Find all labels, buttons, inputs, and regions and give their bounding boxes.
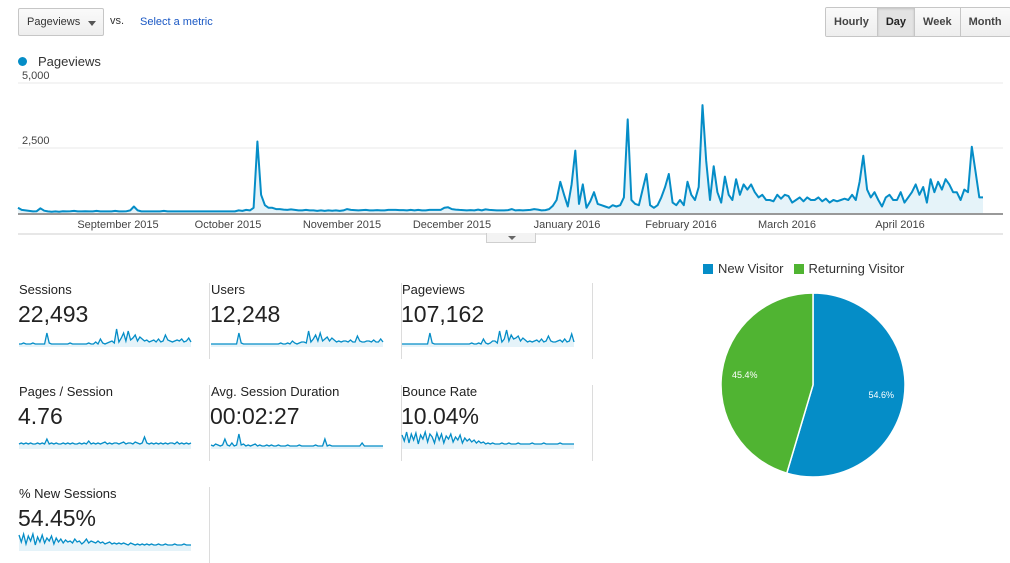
y-tick-label: 5,000	[22, 70, 50, 82]
tile-value: 10.04%	[401, 403, 480, 429]
sparkline-line	[402, 329, 575, 345]
metric-select-value: Pageviews	[27, 16, 81, 28]
x-tick-label: September 2015	[77, 219, 158, 231]
tile-label: Bounce Rate	[402, 384, 478, 399]
visitor-type-pie-chart: 54.6% 45.4%	[720, 292, 906, 478]
pie-legend: New Visitor Returning Visitor	[703, 261, 914, 276]
sparkline-line	[210, 433, 383, 447]
pageviews-line-chart: 5,000 2,500 September 2015 October 2015 Nove…	[17, 70, 1003, 235]
series-area	[18, 105, 983, 213]
metric-tile-sessions[interactable]: Sessions 22,493	[18, 281, 210, 381]
x-tick-label: March 2016	[758, 219, 816, 231]
sparkline	[211, 330, 384, 347]
tile-label: % New Sessions	[19, 486, 117, 501]
week-button[interactable]: Week	[914, 8, 960, 36]
legend-label: New Visitor	[718, 261, 784, 276]
sparkline-area	[402, 432, 574, 449]
sparkline-area	[211, 434, 383, 449]
metric-tile-pages-per-session[interactable]: Pages / Session 4.76	[18, 383, 210, 483]
pie-slice-returning-visitor[interactable]	[720, 292, 814, 475]
sparkline	[19, 328, 192, 347]
tile-value: 12,248	[210, 301, 281, 327]
tile-divider	[209, 385, 210, 461]
sparkline-area	[402, 330, 574, 347]
legend-label: Returning Visitor	[808, 261, 905, 276]
series-line-pageviews	[17, 104, 983, 213]
metric-tile-users[interactable]: Users 12,248	[210, 281, 402, 381]
tile-value: 107,162	[401, 301, 485, 327]
sparkline-line	[401, 429, 574, 446]
legend-swatch	[793, 263, 804, 274]
sparkline	[210, 433, 383, 449]
tile-divider	[592, 385, 593, 461]
select-metric-link[interactable]: Select a metric	[140, 16, 213, 28]
sparkline-line	[18, 435, 192, 445]
y-tick-label: 2,500	[22, 135, 50, 147]
expand-chart-handle[interactable]	[486, 233, 536, 243]
sparkline	[402, 329, 575, 347]
tile-value: 22,493	[18, 301, 89, 327]
hourly-button[interactable]: Hourly	[826, 8, 877, 36]
chart-toolbar: Pageviews vs. Select a metric Hourly Day…	[0, 0, 1010, 45]
chart-legend: Pageviews	[18, 54, 101, 69]
legend-item-new-visitor[interactable]: New Visitor	[703, 261, 784, 276]
legend-marker	[18, 57, 27, 66]
sparkline-area	[19, 437, 191, 449]
tile-divider	[209, 283, 210, 359]
x-tick-label: October 2015	[195, 219, 262, 231]
sparkline-area	[19, 534, 191, 551]
sparkline-line	[211, 330, 384, 345]
metric-tile-pageviews[interactable]: Pageviews 107,162	[401, 281, 593, 381]
tile-label: Pages / Session	[19, 384, 113, 399]
chevron-down-icon	[508, 236, 516, 240]
month-button[interactable]: Month	[959, 8, 1010, 36]
metric-tile-avg-session-duration[interactable]: Avg. Session Duration 00:02:27	[210, 383, 402, 483]
legend-swatch	[703, 263, 713, 274]
tile-label: Avg. Session Duration	[211, 384, 340, 399]
vs-label: vs.	[110, 15, 125, 27]
sparkline-line	[18, 531, 191, 547]
metric-tile-bounce-rate[interactable]: Bounce Rate 10.04%	[401, 383, 593, 483]
x-tick-label: January 2016	[534, 219, 601, 231]
pie-slice-new-visitor[interactable]	[785, 292, 906, 478]
tile-divider	[209, 487, 210, 563]
sparkline-area	[211, 331, 383, 347]
tile-label: Users	[211, 282, 245, 297]
x-tick-label: April 2016	[875, 219, 925, 231]
legend-item-returning-visitor[interactable]: Returning Visitor	[793, 261, 905, 276]
sparkline-area	[19, 329, 191, 347]
sparkline	[401, 429, 574, 449]
tile-value: 00:02:27	[210, 403, 300, 429]
period-toggle-group: Hourly Day Week Month	[825, 7, 1010, 37]
x-tick-label: November 2015	[303, 219, 381, 231]
day-button[interactable]: Day	[876, 8, 915, 36]
metric-select[interactable]: Pageviews	[18, 8, 104, 36]
x-tick-label: December 2015	[413, 219, 491, 231]
tile-value: 4.76	[18, 403, 63, 429]
tile-value: 54.45%	[18, 505, 97, 531]
chevron-down-icon	[88, 21, 96, 26]
tile-label: Sessions	[19, 282, 72, 297]
tile-divider	[401, 385, 402, 461]
pie-slice-label: 54.6%	[869, 390, 895, 400]
pie-slice-label: 45.4%	[732, 370, 758, 380]
tile-divider	[592, 283, 593, 359]
sparkline	[18, 435, 192, 449]
sparkline-line	[19, 328, 192, 346]
sparkline	[18, 531, 191, 551]
tile-divider	[401, 283, 402, 359]
metric-tile-new-sessions[interactable]: % New Sessions 54.45%	[18, 485, 210, 563]
tile-label: Pageviews	[402, 282, 465, 297]
legend-label: Pageviews	[38, 54, 101, 69]
x-tick-label: February 2016	[645, 219, 717, 231]
